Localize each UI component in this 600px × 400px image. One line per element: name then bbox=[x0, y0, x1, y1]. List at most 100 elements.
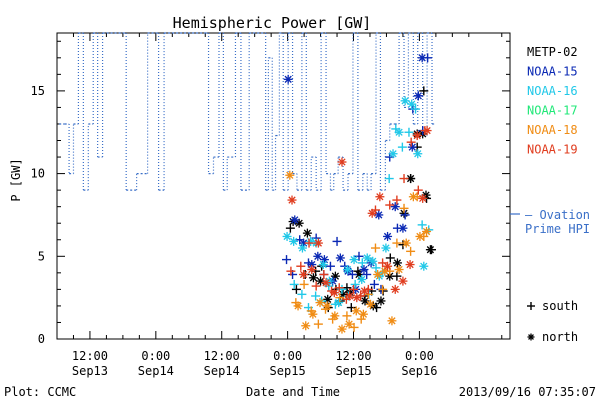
data-point-north bbox=[366, 299, 376, 309]
legend-south: south bbox=[527, 299, 578, 313]
north-marker-ray bbox=[299, 270, 308, 279]
data-point-north bbox=[307, 265, 317, 275]
north-marker-ray bbox=[339, 290, 347, 298]
data-point-south bbox=[304, 238, 314, 248]
data-point-south bbox=[392, 238, 402, 248]
data-point-south bbox=[286, 266, 296, 276]
data-point-south bbox=[406, 137, 416, 147]
data-point-north bbox=[375, 192, 385, 202]
data-point-north bbox=[388, 149, 398, 159]
north-marker-ray bbox=[359, 310, 368, 318]
legend-north-label: north bbox=[542, 330, 578, 344]
data-point-north bbox=[357, 274, 367, 284]
x-tick-label-time: 0:00 bbox=[405, 349, 434, 363]
north-marker-ray bbox=[288, 196, 296, 204]
data-point-north bbox=[293, 301, 303, 311]
x-tick-label-date: Sep13 bbox=[72, 364, 108, 378]
data-point-south bbox=[334, 283, 344, 293]
north-marker-ray bbox=[302, 322, 310, 330]
data-point-south bbox=[357, 258, 367, 268]
north-marker-ray bbox=[391, 285, 399, 294]
data-point-south bbox=[413, 185, 423, 195]
north-marker-ray bbox=[368, 209, 376, 217]
north-marker-ray bbox=[335, 298, 343, 307]
north-marker-ray bbox=[408, 100, 416, 108]
north-marker-ray bbox=[414, 150, 422, 158]
north-marker-ray bbox=[395, 265, 403, 274]
x-tick-label-time: 12:00 bbox=[204, 349, 240, 363]
north-marker-ray bbox=[298, 244, 307, 252]
footer-plot-credit: Plot: CCMC bbox=[4, 385, 76, 399]
north-marker-ray bbox=[320, 255, 329, 264]
data-point-north bbox=[422, 226, 432, 236]
north-marker-ray bbox=[369, 257, 377, 265]
data-point-north bbox=[394, 127, 404, 137]
data-point-north bbox=[418, 193, 428, 203]
data-point-north bbox=[381, 243, 391, 253]
north-marker-ray bbox=[419, 194, 427, 203]
data-point-south bbox=[369, 279, 379, 289]
legend-ovation-line1: — Ovation bbox=[525, 208, 590, 222]
data-point-south bbox=[289, 279, 299, 289]
north-marker-ray bbox=[382, 244, 390, 252]
north-marker-ray bbox=[383, 232, 392, 241]
legend-entry-noaa-19: NOAA-19 bbox=[527, 143, 578, 157]
data-point-south bbox=[297, 289, 307, 299]
north-marker-ray bbox=[395, 128, 403, 136]
x-tick-label-date: Sep16 bbox=[401, 364, 437, 378]
data-point-north bbox=[415, 231, 425, 241]
data-point-north bbox=[313, 251, 323, 261]
data-point-north bbox=[398, 223, 408, 233]
data-point-north bbox=[412, 131, 422, 141]
legend-entry-noaa-15: NOAA-15 bbox=[527, 65, 578, 79]
data-point-north bbox=[337, 324, 347, 334]
legend-entry-metp-02: METP-02 bbox=[527, 45, 578, 59]
legend: METP-02 NOAA-15 NOAA-16 NOAA-17 NOAA-18 NOAA-… bbox=[510, 45, 590, 344]
data-point-south bbox=[311, 281, 321, 291]
data-point-north bbox=[368, 256, 378, 266]
north-marker-ray bbox=[343, 265, 352, 274]
legend-entry-noaa-18: NOAA-18 bbox=[527, 123, 578, 137]
legend-south-label: south bbox=[542, 299, 578, 313]
north-marker-ray bbox=[422, 227, 431, 236]
data-point-north bbox=[308, 309, 318, 319]
north-marker-ray bbox=[331, 312, 339, 320]
data-point-south bbox=[406, 246, 416, 256]
north-marker-ray bbox=[350, 255, 358, 264]
data-point-north bbox=[413, 91, 423, 101]
data-point-north bbox=[294, 218, 304, 228]
data-point-north bbox=[387, 316, 397, 326]
north-marker-ray bbox=[346, 292, 354, 300]
data-point-north bbox=[297, 243, 307, 253]
north-marker-ray bbox=[314, 252, 322, 260]
data-point-north bbox=[302, 228, 312, 238]
north-marker-ray bbox=[316, 277, 325, 285]
data-point-north bbox=[359, 265, 369, 275]
north-marker-ray bbox=[294, 302, 302, 310]
legend-north: north bbox=[527, 330, 578, 344]
north-marker-ray bbox=[295, 219, 303, 227]
y-tick-label: 5 bbox=[38, 249, 45, 263]
north-marker-ray bbox=[353, 294, 361, 302]
data-point-north bbox=[337, 157, 347, 167]
north-marker-ray bbox=[406, 260, 414, 269]
data-point-north bbox=[330, 311, 340, 321]
north-marker-ray bbox=[284, 75, 292, 83]
legend-entry-noaa-16: NOAA-16 bbox=[527, 84, 578, 98]
data-point-north bbox=[287, 195, 297, 205]
north-marker-ray bbox=[352, 307, 360, 315]
footer-timestamp: 2013/09/16 07:35:07 bbox=[459, 385, 596, 399]
data-point-north bbox=[283, 74, 293, 84]
data-point-south bbox=[282, 255, 292, 265]
data-point-north bbox=[285, 170, 295, 180]
north-marker-ray bbox=[413, 131, 421, 140]
data-point-north bbox=[301, 321, 311, 331]
north-marker-ray bbox=[426, 246, 435, 254]
north-marker-ray bbox=[314, 239, 323, 247]
data-point-north bbox=[351, 306, 361, 316]
data-point-south bbox=[335, 293, 345, 303]
data-point-south bbox=[399, 174, 409, 184]
north-marker-ray bbox=[358, 275, 366, 284]
north-marker-ray bbox=[299, 239, 308, 247]
x-tick-label-time: 0:00 bbox=[141, 349, 170, 363]
